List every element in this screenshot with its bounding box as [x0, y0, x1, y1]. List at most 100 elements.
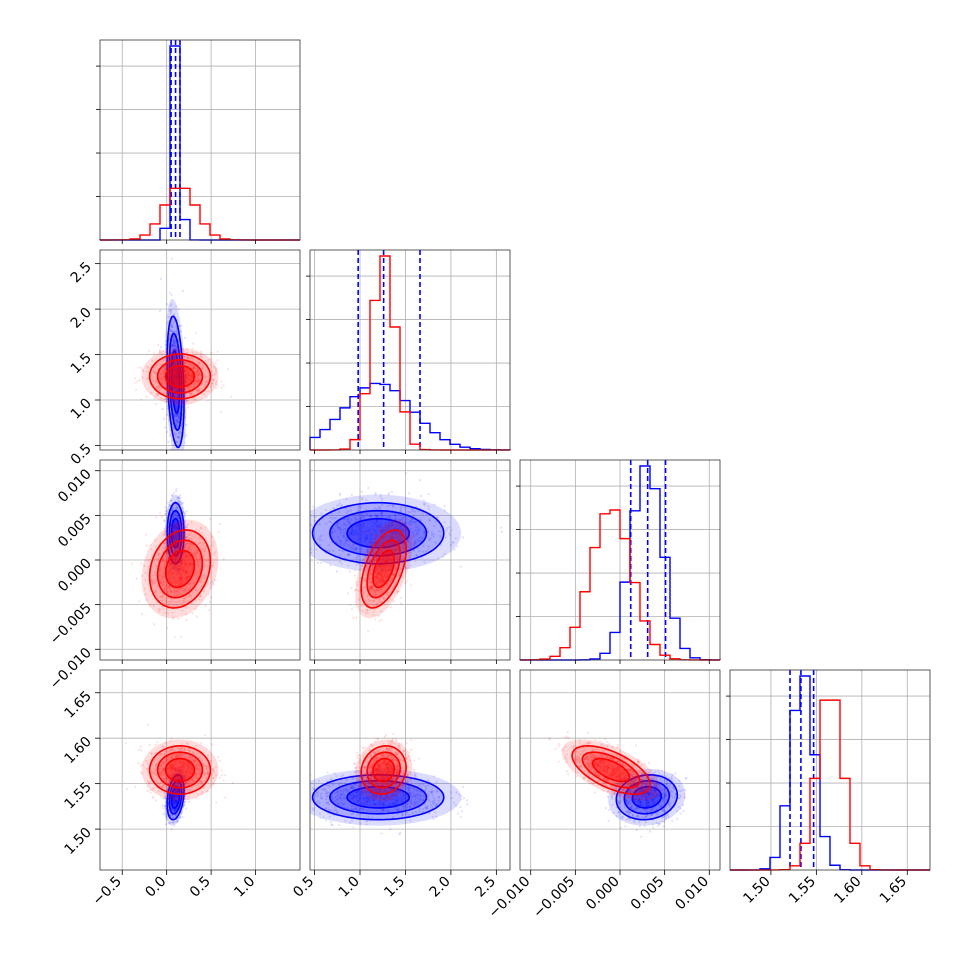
scatter-point: [175, 533, 178, 537]
scatter-point: [176, 413, 179, 416]
scatter-point: [154, 545, 158, 548]
scatter-point: [385, 552, 388, 555]
scatter-point: [174, 383, 177, 386]
scatter-point: [384, 525, 387, 528]
scatter-point: [290, 522, 292, 524]
scatter-point: [380, 529, 383, 532]
scatter-point: [197, 368, 200, 371]
scatter-point: [355, 581, 358, 584]
scatter-point: [388, 527, 391, 530]
scatter-point: [368, 588, 371, 591]
scatter-point: [181, 557, 184, 560]
scatter-point: [162, 378, 166, 381]
scatter-point: [343, 527, 346, 531]
scatter-point: [181, 501, 184, 504]
scatter-point: [433, 503, 436, 506]
scatter-point: [174, 577, 177, 580]
scatter-point: [365, 568, 369, 571]
scatter-point: [169, 600, 172, 603]
scatter-point: [175, 545, 178, 548]
scatter-point: [409, 551, 412, 554]
scatter-point: [390, 542, 393, 545]
scatter-point: [184, 374, 187, 377]
scatter-point: [348, 553, 351, 556]
scatter-point: [202, 589, 206, 593]
scatter-point: [143, 564, 146, 568]
scatter-point: [191, 390, 194, 394]
scatter-point: [176, 775, 179, 778]
scatter-point: [188, 388, 191, 391]
scatter-point: [179, 541, 182, 545]
scatter-point: [170, 329, 173, 332]
scatter-point: [195, 578, 199, 581]
scatter-point: [178, 436, 181, 439]
scatter-point: [330, 531, 333, 534]
scatter-panel: [99, 249, 301, 451]
scatter-point: [175, 373, 179, 376]
scatter-point: [387, 542, 390, 545]
scatter-point: [184, 379, 187, 382]
scatter-point: [175, 604, 178, 607]
scatter-point: [385, 562, 388, 566]
scatter-point: [386, 569, 389, 572]
scatter-point: [180, 356, 183, 360]
scatter-point: [365, 537, 369, 540]
scatter-point: [184, 369, 187, 372]
scatter-point: [384, 546, 387, 550]
scatter-point: [188, 546, 191, 550]
scatter-point: [185, 618, 188, 622]
scatter-point: [184, 606, 187, 610]
scatter-point: [399, 537, 402, 540]
scatter-point: [172, 536, 175, 539]
scatter-point: [186, 385, 190, 389]
scatter-point: [174, 791, 177, 794]
scatter-point: [175, 801, 178, 804]
scatter-point: [176, 378, 179, 381]
scatter-point: [168, 372, 172, 375]
scatter-point: [178, 568, 181, 571]
scatter-point: [161, 408, 164, 411]
scatter-point: [353, 530, 356, 533]
scatter-point: [158, 351, 161, 354]
scatter-point: [172, 802, 175, 806]
scatter-point: [183, 588, 187, 591]
scatter-point: [195, 615, 198, 618]
scatter-point: [187, 523, 190, 526]
scatter-point: [178, 581, 181, 584]
scatter-point: [384, 555, 387, 558]
scatter-point: [175, 524, 178, 527]
scatter-point: [199, 355, 203, 358]
scatter-point: [172, 821, 175, 824]
scatter-point: [176, 794, 180, 797]
scatter-point: [187, 566, 190, 569]
scatter-point: [172, 377, 175, 381]
scatter-point: [176, 534, 180, 537]
scatter-point: [175, 527, 179, 530]
scatter-point: [361, 512, 364, 515]
scatter-point: [401, 561, 404, 564]
scatter-point: [398, 518, 401, 521]
scatter-point: [173, 330, 176, 333]
scatter-point: [351, 528, 354, 531]
scatter-point: [175, 782, 179, 785]
scatter-point: [167, 574, 171, 577]
scatter-point: [181, 566, 184, 569]
scatter-point: [185, 613, 188, 616]
scatter-point: [173, 804, 176, 807]
scatter-point: [177, 384, 180, 387]
scatter-point: [385, 559, 388, 562]
scatter-point: [171, 375, 175, 378]
scatter-point: [186, 348, 189, 351]
scatter-point: [401, 527, 404, 530]
scatter-point: [164, 343, 167, 346]
scatter-point: [356, 583, 359, 586]
scatter-point: [184, 363, 187, 366]
scatter-point: [379, 567, 382, 570]
scatter-point: [186, 367, 189, 371]
scatter-point: [429, 536, 432, 539]
scatter-point: [180, 368, 184, 371]
scatter-point: [178, 575, 181, 579]
scatter-point: [192, 366, 195, 369]
scatter-point: [175, 330, 178, 333]
scatter-point: [174, 559, 177, 562]
